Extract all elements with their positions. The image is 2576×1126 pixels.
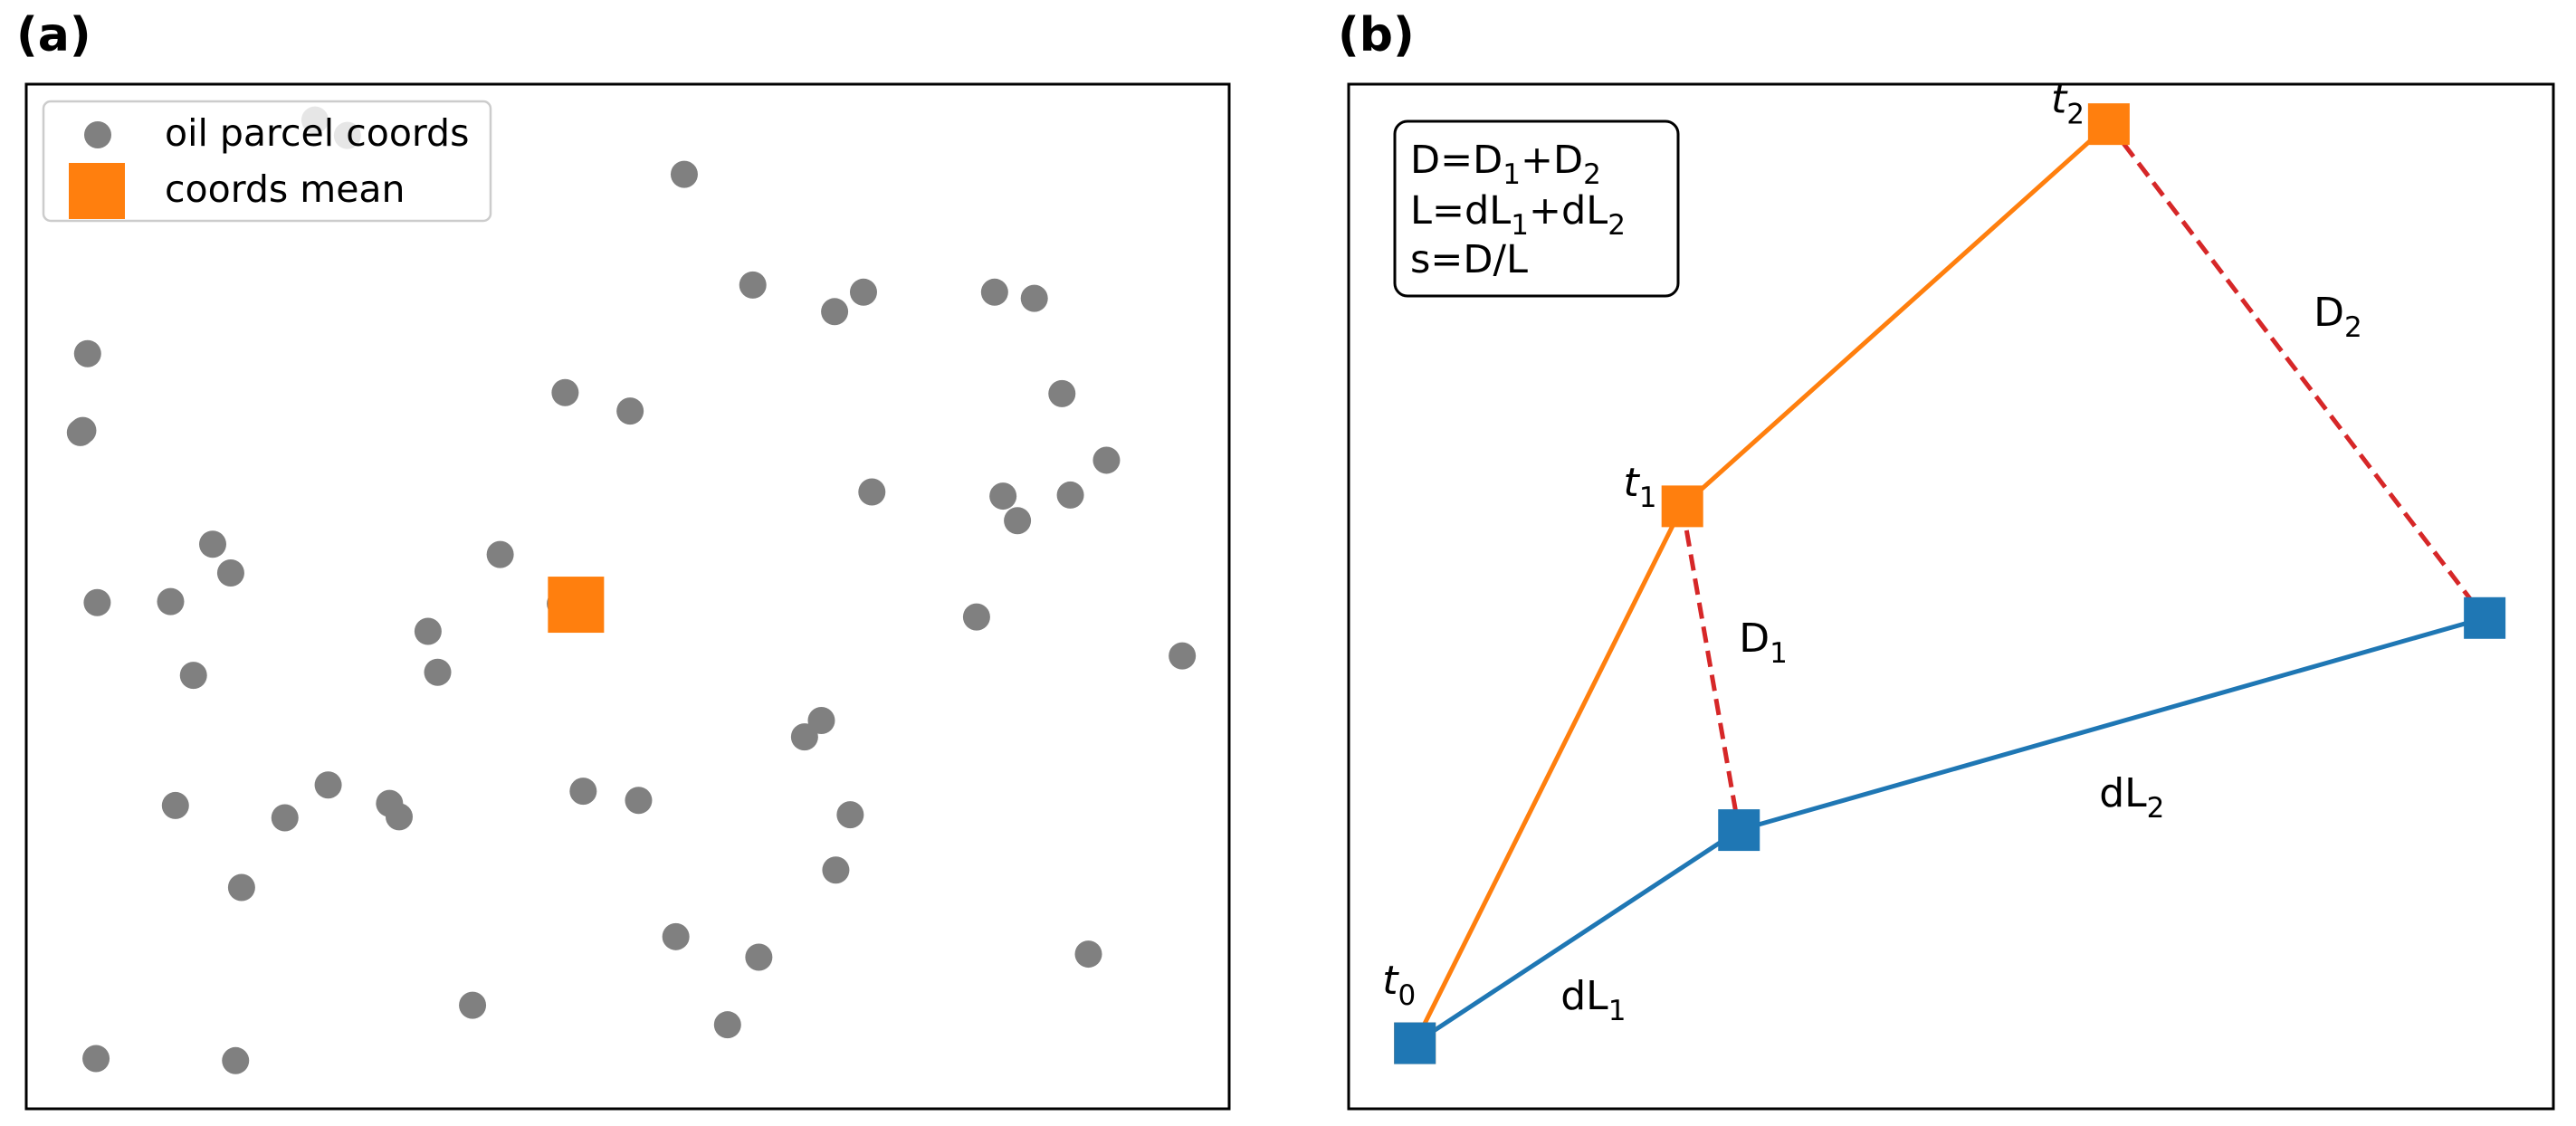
label-t1: t1: [1623, 460, 1656, 514]
orange-marker-1: [1661, 485, 1703, 528]
coords-mean-marker: [548, 577, 605, 634]
parcel-point: [486, 540, 514, 568]
mean-marker-group: [548, 577, 605, 634]
parcel-point: [314, 771, 342, 799]
distance-d2-line: [2106, 122, 2487, 620]
parcel-point: [849, 278, 877, 306]
panel-a-label: (a): [16, 8, 91, 62]
legend-parcel-marker: [84, 121, 111, 148]
parcel-point: [989, 482, 1017, 511]
legend-mean-label: coords mean: [165, 167, 405, 211]
parcel-point: [216, 558, 244, 587]
orange-marker-2: [2087, 103, 2130, 146]
parcel-point: [83, 588, 111, 616]
label-d2: D2: [2314, 290, 2362, 344]
parcel-point: [821, 298, 849, 326]
formula-box: D=D1+D2 L=dL1+dL2 s=D/L: [1393, 119, 1680, 298]
parcel-point: [616, 397, 644, 425]
parcel-point: [1074, 940, 1102, 969]
label-dl2: dL2: [2099, 770, 2164, 825]
parcel-point: [962, 603, 990, 631]
parcel-point: [271, 804, 299, 832]
panel-b-plot: t0 t1 t2 D1 D2 dL1 dL2 D=D1+D2 L=dL1+dL2 s=D/L: [1347, 77, 2555, 1111]
parcel-point: [227, 873, 255, 902]
parcel-point: [1020, 284, 1048, 312]
legend-box: [42, 100, 492, 223]
formula-line-2: L=dL1+dL2: [1410, 188, 1626, 242]
legend: oil parcel coords coords mean: [42, 100, 492, 223]
panel-a-plot: oil parcel coords coords mean: [24, 82, 1231, 1111]
parcel-point: [73, 339, 101, 367]
parcel-point: [662, 922, 690, 950]
parcel-point: [1048, 379, 1076, 407]
label-d1: D1: [1739, 615, 1788, 670]
parcel-point: [569, 778, 597, 806]
blue-marker-2: [2464, 596, 2506, 639]
label-t0: t0: [1382, 958, 1416, 1012]
panel-b-axes-frame: [1347, 82, 2555, 1111]
panel-a-axes-frame: [24, 82, 1231, 1111]
parcel-point: [980, 278, 1008, 306]
parcel-point: [1056, 481, 1084, 509]
parcel-point: [179, 662, 207, 690]
parcel-point: [459, 991, 487, 1019]
parcel-point: [1169, 642, 1197, 670]
parcel-point: [414, 617, 442, 645]
label-t2: t2: [2051, 77, 2085, 131]
parcel-point: [424, 658, 452, 686]
parcel-point: [858, 478, 886, 506]
parcel-point: [198, 530, 226, 558]
parcel-point: [551, 378, 579, 406]
parcel-point: [807, 706, 835, 734]
parcel-point: [745, 943, 773, 971]
parcel-point: [822, 856, 850, 884]
blue-marker-0: [1394, 1022, 1436, 1064]
parcel-point: [1004, 507, 1032, 535]
parcel-point: [161, 791, 189, 819]
parcel-point: [739, 271, 767, 299]
parcel-point: [157, 587, 185, 615]
parcel-point: [836, 801, 864, 829]
legend-mean-marker: [69, 163, 125, 219]
parcel-point: [670, 160, 698, 188]
parcel-point: [82, 1045, 110, 1073]
parcel-point: [1092, 446, 1121, 474]
formula-box-frame: [1393, 119, 1680, 298]
panel-b-label: (b): [1338, 8, 1415, 62]
formula-line-3: s=D/L: [1410, 237, 1528, 282]
parcel-point: [222, 1046, 250, 1074]
label-dl1: dL1: [1560, 973, 1626, 1027]
point-and-segment-labels: t0 t1 t2 D1 D2 dL1 dL2: [1382, 77, 2361, 1028]
parcel-point: [625, 787, 653, 815]
parcel-point: [385, 803, 413, 831]
blue-marker-1: [1718, 809, 1760, 852]
distance-d1-line: [1680, 505, 1741, 831]
legend-parcel-label: oil parcel coords: [165, 111, 469, 155]
parcel-point: [713, 1011, 741, 1039]
formula-line-1: D=D1+D2: [1410, 138, 1601, 191]
trajectory-markers: [1394, 103, 2506, 1064]
parcel-point: [790, 723, 818, 751]
parcel-point: [66, 418, 94, 446]
